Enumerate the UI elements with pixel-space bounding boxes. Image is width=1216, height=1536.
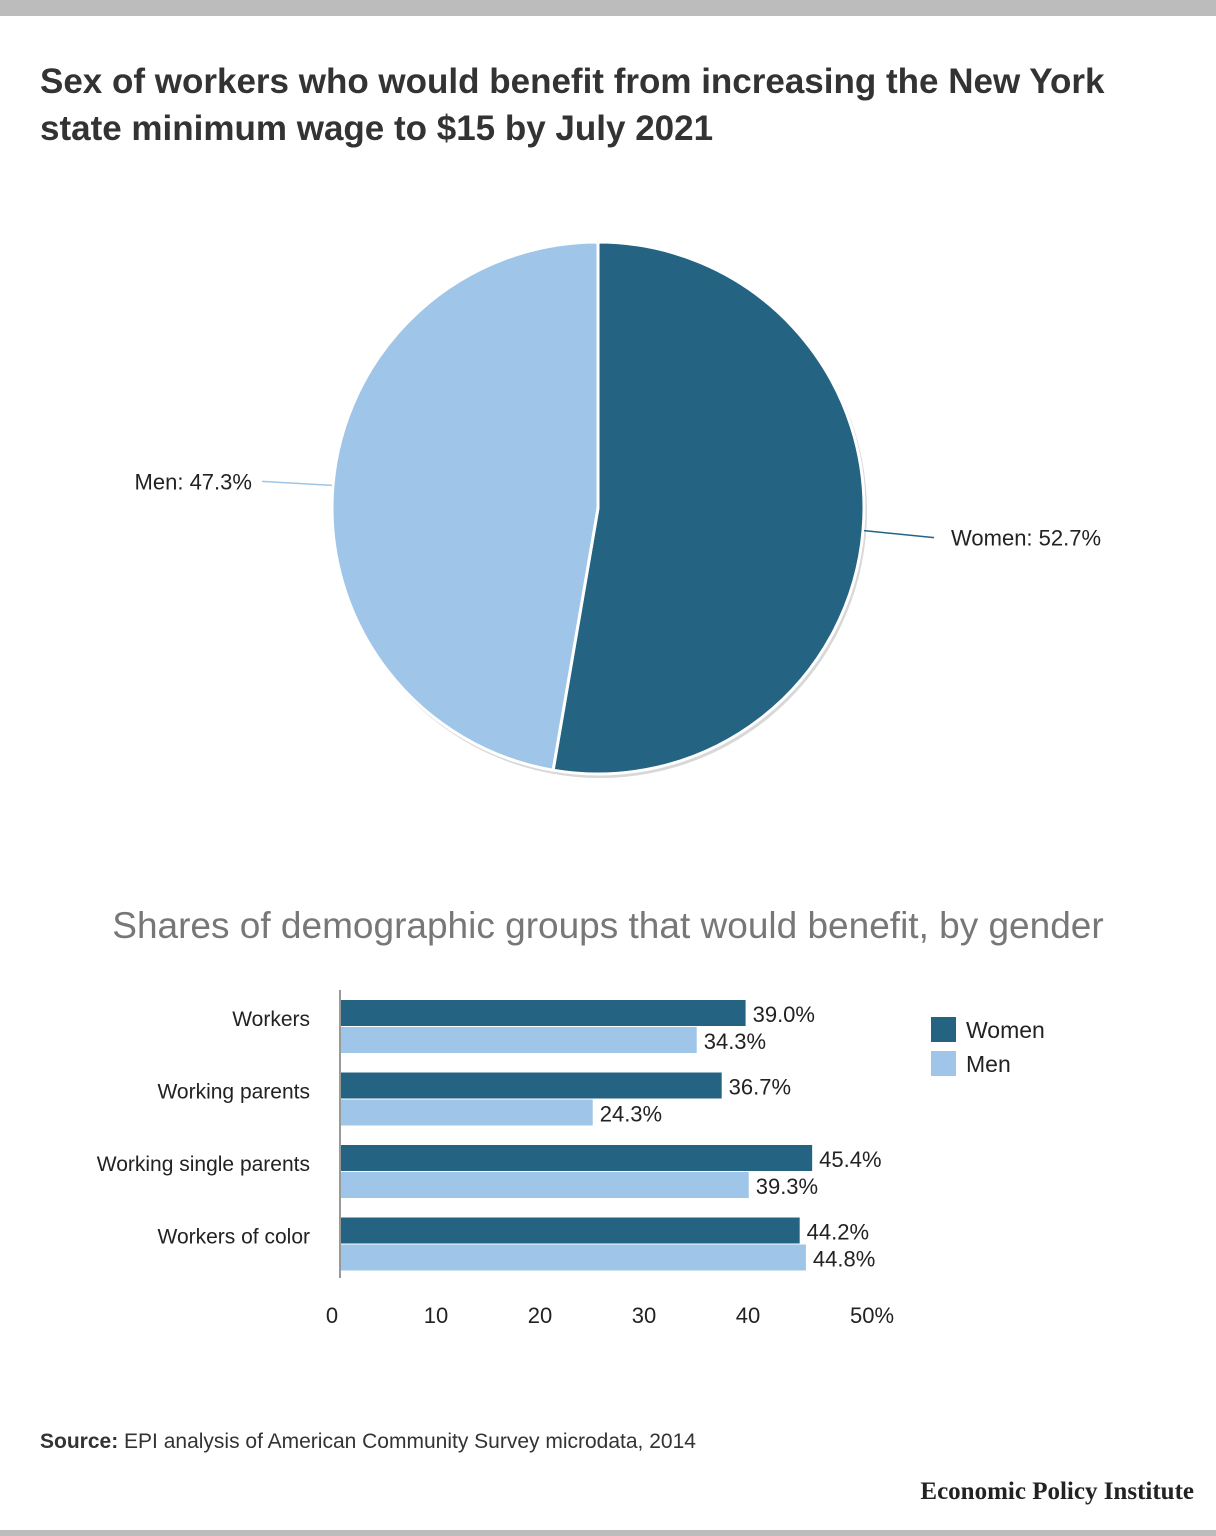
bar-women — [340, 1217, 800, 1244]
bottom-border — [0, 1530, 1216, 1536]
bar-value-label: 24.3% — [600, 1102, 662, 1127]
brand-logo: Economic Policy Institute — [920, 1478, 1194, 1505]
x-tick-label: 40 — [736, 1303, 760, 1328]
pie-chart: Women: 52.7% Men: 47.3% — [135, 240, 1101, 778]
top-border — [0, 0, 1216, 16]
pie-leader-women — [863, 529, 935, 539]
x-tick-label: 30 — [632, 1303, 656, 1328]
bar-men — [340, 1244, 806, 1271]
bar-men — [340, 1027, 697, 1053]
chart-title: Sex of workers who would benefit from in… — [40, 62, 1105, 148]
category-label: Workers of color — [158, 1226, 311, 1249]
bar-value-label: 39.3% — [756, 1174, 818, 1199]
pie-slice-men — [330, 240, 600, 772]
source-note: Source: EPI analysis of American Communi… — [40, 1430, 696, 1454]
category-label: Working parents — [157, 1081, 310, 1104]
bar-value-label: 44.2% — [807, 1220, 869, 1245]
bar-value-label: 44.8% — [813, 1247, 875, 1272]
category-label: Workers — [232, 1008, 310, 1031]
bar-women — [340, 1145, 813, 1171]
legend-swatch-men — [931, 1051, 956, 1076]
bar-men — [340, 1099, 593, 1126]
bar-chart-title: Shares of demographic groups that would … — [112, 905, 1103, 946]
legend-swatch-women — [931, 1017, 956, 1042]
bar-chart: Shares of demographic groups that would … — [97, 905, 1104, 1328]
source-label: Source: — [40, 1430, 119, 1453]
x-tick-label: 50% — [850, 1303, 894, 1328]
bar-men — [340, 1172, 749, 1198]
x-tick-label: 0 — [326, 1303, 338, 1328]
bar-value-label: 36.7% — [729, 1075, 791, 1100]
source-text: EPI analysis of American Community Surve… — [124, 1430, 696, 1453]
x-tick-label: 20 — [528, 1303, 552, 1328]
bar-women — [340, 1000, 746, 1026]
bar-value-label: 45.4% — [819, 1147, 881, 1172]
category-label: Working single parents — [97, 1153, 310, 1176]
pie-slice-women — [551, 240, 866, 776]
legend-label-men: Men — [966, 1051, 1011, 1077]
bar-value-label: 39.0% — [753, 1002, 815, 1027]
bar-women — [340, 1072, 722, 1099]
pie-label-women: Women: 52.7% — [951, 526, 1101, 551]
pie-label-men: Men: 47.3% — [135, 469, 252, 494]
x-tick-label: 10 — [424, 1303, 448, 1328]
legend-label-women: Women — [966, 1017, 1045, 1043]
pie-leader-men — [261, 480, 333, 487]
bar-value-label: 34.3% — [704, 1029, 766, 1054]
